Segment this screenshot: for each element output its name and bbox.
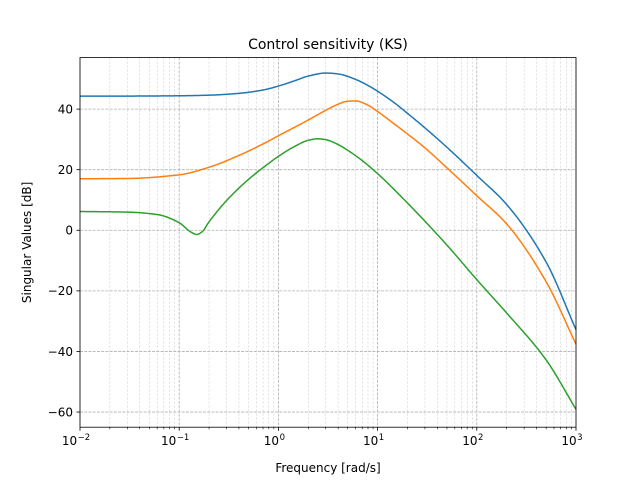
x-tick-label: 101 xyxy=(363,433,384,448)
y-tick-label: −60 xyxy=(48,405,73,419)
x-tick-label: 102 xyxy=(462,433,483,448)
x-axis-label: Frequency [rad/s] xyxy=(275,461,380,475)
axis-ticks: 10−2 10−1 100 101 102 103 40 20 0 −20 −40 −60 xyxy=(48,102,583,448)
series-line-3 xyxy=(79,138,577,410)
y-tick-label: 20 xyxy=(58,163,73,177)
x-tick-label: 100 xyxy=(264,433,285,448)
plot-frame xyxy=(79,57,577,428)
x-tick-label: 103 xyxy=(561,433,582,448)
y-tick-label: −20 xyxy=(48,284,73,298)
y-tick-label: 40 xyxy=(58,102,73,116)
y-tick-label: −40 xyxy=(48,345,73,359)
series-line-2 xyxy=(79,100,577,345)
y-axis-label: Singular Values [dB] xyxy=(20,182,34,303)
x-tick-label: 10−1 xyxy=(161,433,189,448)
chart-title: Control sensitivity (KS) xyxy=(248,37,408,53)
y-tick-label: 0 xyxy=(65,224,73,238)
grid xyxy=(79,57,577,428)
series-lines xyxy=(79,72,577,410)
x-tick-label: 10−2 xyxy=(62,433,90,448)
series-line-1 xyxy=(80,72,577,330)
